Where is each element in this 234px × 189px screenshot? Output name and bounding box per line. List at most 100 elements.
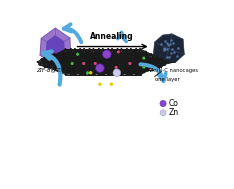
Circle shape	[130, 61, 132, 63]
Circle shape	[139, 71, 141, 73]
Circle shape	[130, 74, 132, 76]
Circle shape	[126, 48, 128, 50]
Circle shape	[66, 64, 68, 66]
Circle shape	[102, 71, 104, 73]
Circle shape	[147, 69, 149, 71]
Circle shape	[83, 48, 85, 50]
Circle shape	[78, 69, 80, 71]
Circle shape	[138, 69, 139, 71]
Circle shape	[93, 61, 95, 63]
Circle shape	[94, 62, 97, 65]
Circle shape	[143, 69, 145, 71]
Circle shape	[40, 58, 42, 60]
Circle shape	[142, 57, 145, 60]
Circle shape	[71, 62, 74, 65]
Circle shape	[63, 69, 65, 71]
Circle shape	[105, 50, 108, 53]
Circle shape	[57, 64, 59, 66]
Circle shape	[119, 69, 121, 71]
Circle shape	[115, 56, 117, 58]
Circle shape	[79, 48, 81, 50]
Circle shape	[53, 56, 55, 58]
Text: Co-Zn/N-C nanocages: Co-Zn/N-C nanocages	[141, 68, 198, 73]
Circle shape	[38, 64, 40, 66]
Circle shape	[74, 58, 76, 60]
Circle shape	[79, 61, 81, 63]
Circle shape	[122, 64, 124, 66]
Circle shape	[143, 56, 145, 58]
Circle shape	[104, 66, 106, 68]
Circle shape	[132, 66, 134, 68]
Circle shape	[124, 58, 126, 60]
Circle shape	[139, 58, 141, 60]
Circle shape	[158, 58, 160, 60]
Circle shape	[126, 61, 128, 63]
Circle shape	[52, 64, 54, 66]
Circle shape	[65, 71, 67, 73]
Circle shape	[132, 64, 134, 66]
Circle shape	[117, 61, 119, 63]
Circle shape	[113, 64, 115, 66]
Circle shape	[98, 51, 100, 53]
Circle shape	[81, 66, 83, 68]
Circle shape	[109, 56, 111, 58]
Circle shape	[106, 58, 108, 60]
Circle shape	[145, 61, 147, 63]
Circle shape	[148, 58, 150, 60]
Text: ZIF-8@ZIF-67: ZIF-8@ZIF-67	[36, 67, 75, 72]
Circle shape	[70, 51, 72, 53]
Circle shape	[111, 48, 113, 50]
Circle shape	[106, 71, 108, 73]
Circle shape	[69, 71, 70, 73]
Circle shape	[87, 69, 89, 71]
Circle shape	[146, 53, 149, 55]
Circle shape	[70, 64, 72, 66]
Circle shape	[160, 66, 162, 68]
Circle shape	[81, 56, 83, 58]
Circle shape	[87, 56, 89, 58]
Circle shape	[111, 71, 113, 73]
Circle shape	[87, 71, 89, 73]
Circle shape	[126, 51, 128, 53]
Circle shape	[128, 69, 130, 71]
Circle shape	[141, 53, 143, 55]
Circle shape	[74, 48, 76, 50]
Circle shape	[55, 61, 57, 63]
Circle shape	[55, 58, 57, 60]
Circle shape	[83, 58, 85, 60]
Circle shape	[51, 61, 53, 63]
Circle shape	[64, 58, 66, 60]
Circle shape	[136, 64, 138, 66]
Polygon shape	[40, 28, 70, 65]
Circle shape	[44, 56, 46, 58]
Circle shape	[76, 53, 79, 56]
Circle shape	[80, 74, 82, 76]
Circle shape	[91, 56, 93, 58]
Circle shape	[134, 69, 136, 71]
Circle shape	[150, 53, 152, 55]
Circle shape	[152, 69, 154, 71]
Circle shape	[57, 53, 59, 55]
Circle shape	[124, 56, 126, 58]
Circle shape	[123, 66, 124, 68]
Circle shape	[65, 74, 67, 76]
Circle shape	[89, 61, 91, 63]
Circle shape	[107, 51, 110, 53]
Circle shape	[137, 56, 139, 58]
Circle shape	[91, 53, 92, 55]
Circle shape	[88, 48, 91, 50]
Circle shape	[147, 66, 149, 68]
Circle shape	[59, 71, 61, 73]
Circle shape	[104, 53, 106, 55]
Circle shape	[106, 56, 107, 58]
Circle shape	[130, 71, 132, 73]
Circle shape	[72, 56, 74, 58]
Circle shape	[160, 64, 162, 66]
Circle shape	[98, 83, 102, 86]
Circle shape	[102, 74, 104, 76]
Circle shape	[46, 58, 48, 60]
Circle shape	[154, 64, 156, 66]
Circle shape	[76, 53, 78, 55]
Text: Co: Co	[168, 99, 178, 108]
Circle shape	[61, 64, 63, 66]
